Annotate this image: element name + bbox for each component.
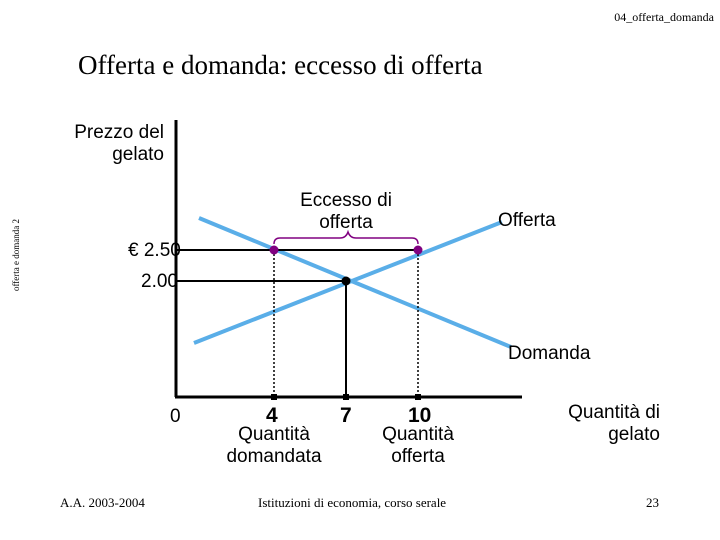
page-number: 23 bbox=[646, 495, 659, 510]
tick-q-supplied bbox=[415, 394, 421, 400]
tick-q-equilibrium bbox=[343, 394, 349, 400]
q-demanded-label: 4 bbox=[266, 404, 278, 427]
q-equilibrium-label: 7 bbox=[340, 404, 352, 427]
excess-brace bbox=[273, 229, 419, 245]
point-demanded bbox=[269, 245, 279, 255]
origin-label: 0 bbox=[170, 406, 181, 427]
point-supplied bbox=[413, 245, 423, 255]
x-axis-label: Quantità di gelato bbox=[568, 402, 660, 445]
y-axis-label: Prezzo del gelato bbox=[74, 122, 164, 165]
price-high-label: € 2.50 bbox=[128, 240, 181, 261]
q-supplied-caption: Quantità offerta bbox=[382, 424, 454, 467]
footer-course: Istituzioni di economia, corso serale bbox=[258, 495, 447, 510]
q-demanded-caption: Quantità domandata bbox=[226, 424, 322, 467]
price-eq-label: 2.00 bbox=[141, 271, 178, 292]
demand-curve bbox=[198, 216, 512, 349]
footer-academic-year: A.A. 2003-2004 bbox=[60, 495, 145, 510]
tick-q-demanded bbox=[271, 394, 277, 400]
point-equilibrium bbox=[341, 276, 351, 286]
demand-label: Domanda bbox=[508, 343, 591, 364]
file-code: 04_offerta_domanda bbox=[614, 10, 714, 24]
supply-label: Offerta bbox=[498, 210, 556, 231]
excess-label: Eccesso di offerta bbox=[300, 190, 392, 233]
q-supplied-label: 10 bbox=[408, 404, 432, 427]
slide-title: Offerta e domanda: eccesso di offerta bbox=[78, 50, 483, 80]
